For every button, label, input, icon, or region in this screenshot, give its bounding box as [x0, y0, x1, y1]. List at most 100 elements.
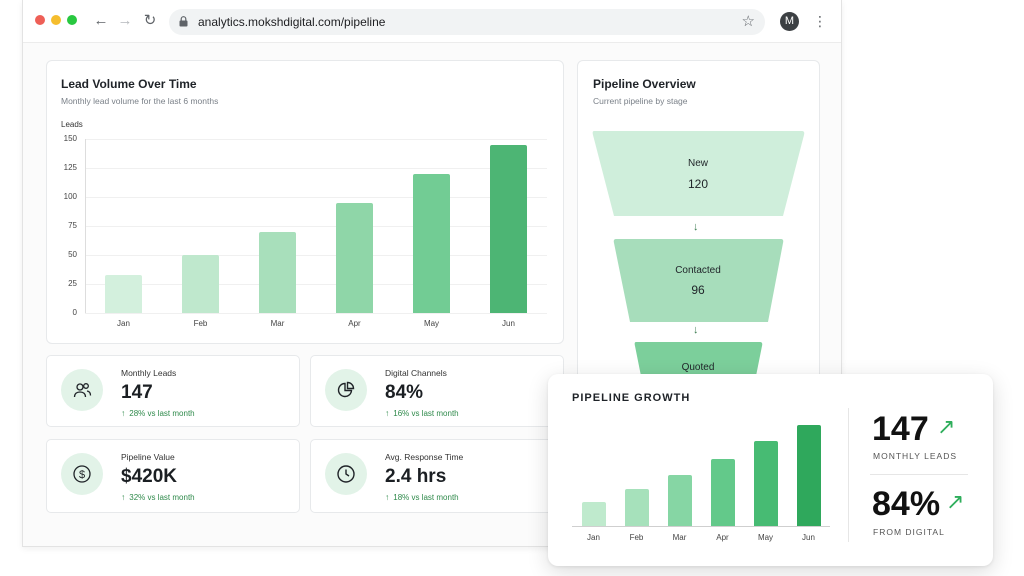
lead-bar-apr[interactable] — [336, 202, 373, 313]
metric-card-digital-channels: Digital Channels 84% ↑ 16% vs last month — [310, 355, 564, 427]
close-window-button[interactable] — [35, 15, 45, 25]
metric-card-response-time: Avg. Response Time 2.4 hrs ↑ 18% vs last … — [310, 439, 564, 513]
funnel-stage-new[interactable] — [592, 131, 805, 216]
pipeline-title: Pipeline Overview — [593, 77, 696, 91]
gridline — [85, 226, 547, 227]
y-tick-label: 25 — [68, 279, 77, 288]
gridline — [85, 168, 547, 169]
url-text: analytics.mokshdigital.com/pipeline — [198, 15, 386, 29]
metric-value: 2.4 hrs — [385, 466, 447, 487]
x-tick-label: Mar — [672, 533, 687, 542]
x-tick-label: Apr — [348, 319, 361, 328]
y-tick-label: 75 — [68, 221, 77, 230]
up-arrow-icon: ↑ — [385, 492, 390, 502]
lead-bar-may[interactable] — [413, 173, 450, 313]
metric-value: $420K — [121, 466, 177, 487]
growth-bar-apr[interactable] — [710, 458, 735, 526]
stat-value-leads: 147 — [872, 410, 929, 448]
metric-label: Monthly Leads — [121, 368, 177, 378]
x-tick-label: Jan — [117, 319, 130, 328]
x-tick-label: Jun — [502, 319, 515, 328]
metric-label: Digital Channels — [385, 368, 447, 378]
maximize-window-button[interactable] — [67, 15, 77, 25]
trend-up-icon: ↗ — [946, 489, 965, 514]
pipeline-growth-card: PIPELINE GROWTH Jan Feb Mar Apr May Jun 147 ↗… — [548, 374, 993, 566]
lock-icon — [179, 16, 188, 27]
pie-chart-icon — [325, 369, 367, 411]
metric-value: 147 — [121, 382, 153, 403]
growth-bar-feb[interactable] — [624, 489, 649, 526]
forward-arrow-icon[interactable]: → — [117, 12, 133, 29]
stage-name: New — [687, 158, 708, 169]
gridline — [85, 197, 547, 198]
growth-bar-jun[interactable] — [796, 425, 821, 526]
stage-count: 120 — [687, 177, 709, 191]
gridline — [85, 139, 547, 140]
x-tick-label: Feb — [629, 533, 644, 542]
x-tick-label: Apr — [716, 533, 729, 542]
stat-caption-leads: MONTHLY LEADS — [873, 451, 958, 461]
down-arrow-icon: ↓ — [693, 221, 699, 233]
metric-change-text: 28% vs last month — [129, 409, 195, 418]
profile-avatar[interactable]: M — [780, 12, 799, 31]
lead-bar-jan[interactable] — [105, 274, 142, 313]
x-tick-label: Jan — [587, 533, 600, 542]
metric-change-text: 16% vs last month — [393, 409, 459, 418]
y-axis-line — [85, 139, 86, 313]
metric-change: ↑ 16% vs last month — [385, 408, 459, 418]
reload-icon[interactable]: ↻ — [143, 12, 157, 29]
stage-name: Contacted — [675, 265, 721, 276]
up-arrow-icon: ↑ — [121, 408, 126, 418]
gridline — [85, 255, 547, 256]
x-tick-label: May — [423, 319, 440, 328]
lead-chart-subtitle: Monthly lead volume for the last 6 month… — [61, 96, 219, 106]
y-tick-label: 100 — [63, 192, 77, 201]
stat-value-digital: 84% — [872, 485, 941, 523]
funnel-graphic — [592, 131, 805, 391]
metric-value: 84% — [385, 382, 424, 403]
lead-bar-feb[interactable] — [182, 255, 219, 313]
growth-bar-jan[interactable] — [581, 501, 606, 526]
minimize-window-button[interactable] — [51, 15, 61, 25]
stat-caption-digital: FROM DIGITAL — [873, 527, 945, 537]
growth-bar-may[interactable] — [753, 441, 778, 526]
growth-bar-mar[interactable] — [667, 475, 692, 526]
gridline — [85, 313, 547, 314]
y-axis-label: Leads — [61, 120, 83, 129]
pipeline-subtitle: Current pipeline by stage — [593, 96, 688, 106]
up-arrow-icon: ↑ — [385, 408, 390, 418]
x-tick-label: May — [757, 533, 774, 542]
metric-change-text: 32% vs last month — [129, 493, 195, 502]
funnel-stage-contacted[interactable] — [613, 239, 784, 322]
x-tick-label: Feb — [193, 319, 208, 328]
metric-change-text: 18% vs last month — [393, 493, 459, 502]
back-arrow-icon[interactable]: ← — [93, 12, 109, 29]
y-tick-label: 50 — [68, 250, 77, 259]
divider — [870, 474, 968, 475]
lead-bar-mar[interactable] — [259, 231, 296, 313]
svg-text:$: $ — [79, 469, 85, 481]
y-tick-label: 125 — [63, 163, 77, 172]
stage-count: 96 — [691, 283, 705, 297]
trend-up-icon: ↗ — [937, 414, 956, 439]
metric-card-pipeline-value: $ Pipeline Value $420K ↑ 32% vs last mont… — [46, 439, 300, 513]
x-tick-label: Mar — [270, 319, 285, 328]
address-bar[interactable]: analytics.mokshdigital.com/pipeline ☆ — [169, 9, 765, 35]
metric-card-monthly-leads: Monthly Leads 147 ↑ 28% vs last month — [46, 355, 300, 427]
x-tick-label: Jun — [802, 533, 815, 542]
metric-label: Avg. Response Time — [385, 452, 464, 462]
metric-change: ↑ 18% vs last month — [385, 492, 459, 502]
browser-toolbar: ← → ↻ analytics.mokshdigital.com/pipelin… — [23, 0, 841, 43]
browser-menu-icon[interactable]: ⋮ — [813, 13, 827, 29]
pipeline-overview-card: Pipeline Overview Current pipeline by st… — [577, 60, 820, 392]
lead-bar-jun[interactable] — [490, 144, 527, 313]
y-tick-label: 0 — [72, 308, 77, 317]
divider — [848, 408, 849, 542]
lead-chart-title: Lead Volume Over Time — [61, 77, 197, 91]
gridline — [85, 284, 547, 285]
up-arrow-icon: ↑ — [121, 492, 126, 502]
down-arrow-icon: ↓ — [693, 324, 699, 336]
metric-change: ↑ 28% vs last month — [121, 408, 195, 418]
metric-label: Pipeline Value — [121, 452, 175, 462]
bookmark-star-icon[interactable]: ☆ — [741, 13, 755, 30]
